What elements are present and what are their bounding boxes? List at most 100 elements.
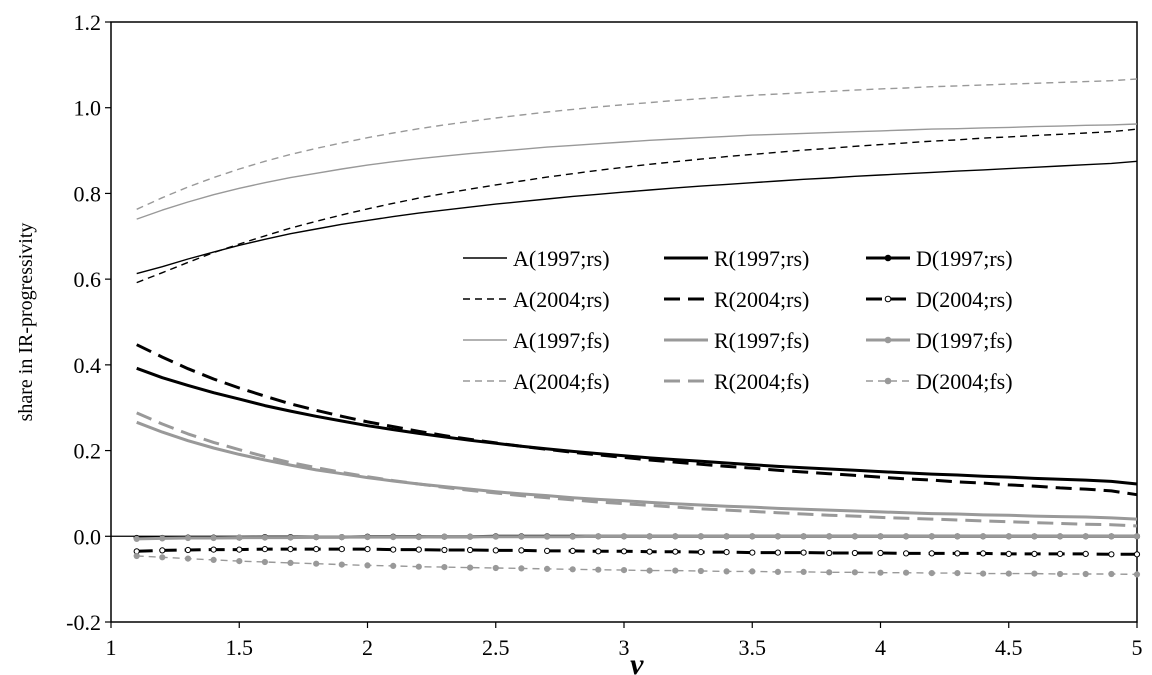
legend-label: A(1997;rs) xyxy=(513,246,610,271)
series-line xyxy=(136,411,1138,528)
data-point xyxy=(1133,551,1141,558)
data-point xyxy=(595,548,602,555)
data-point xyxy=(723,568,730,575)
legend: A(1997;rs) R(1997;rs) D(1997;rs) A(2004;rs)… xyxy=(463,246,1013,394)
data-point xyxy=(1133,533,1141,540)
data-point xyxy=(364,534,371,541)
data-point xyxy=(1005,533,1012,540)
legend-entry: D(2004;rs) xyxy=(866,287,1013,312)
x-tick-label: 4 xyxy=(875,635,886,660)
data-point xyxy=(467,546,474,554)
data-point xyxy=(877,569,884,576)
data-point xyxy=(569,533,576,540)
x-tick-label: 2.5 xyxy=(482,635,510,660)
legend-entry: R(2004;rs) xyxy=(664,287,809,312)
data-point xyxy=(595,566,602,573)
legend-marker xyxy=(884,377,892,385)
data-point xyxy=(749,533,756,540)
data-point xyxy=(620,533,628,540)
data-point xyxy=(415,534,422,541)
data-point xyxy=(928,533,935,540)
data-point xyxy=(287,546,294,553)
legend-label: D(1997;fs) xyxy=(916,328,1013,353)
legend-entry: A(1997;fs) xyxy=(463,328,610,353)
data-point xyxy=(569,566,576,573)
data-point xyxy=(415,546,422,553)
data-point xyxy=(390,562,397,570)
data-point xyxy=(774,568,782,576)
data-point xyxy=(595,533,602,540)
data-point xyxy=(826,569,833,576)
data-point xyxy=(261,534,268,541)
series-A(2004;fs) xyxy=(136,78,1138,210)
series-D(2004;fs) xyxy=(133,552,1141,578)
legend-label: R(1997;rs) xyxy=(714,246,809,271)
data-point xyxy=(954,533,961,540)
data-point xyxy=(518,533,525,540)
series-D(2004;rs) xyxy=(133,546,1141,558)
data-point xyxy=(800,568,807,576)
data-point xyxy=(133,552,140,560)
legend-entry: D(1997;rs) xyxy=(866,246,1013,271)
data-point xyxy=(1031,570,1038,577)
data-point xyxy=(184,555,192,562)
data-point xyxy=(954,570,961,577)
data-point xyxy=(261,558,268,566)
series-line xyxy=(136,343,1138,497)
data-point xyxy=(1031,550,1038,558)
series-A(1997;fs) xyxy=(136,123,1138,220)
data-point xyxy=(697,533,705,540)
data-point xyxy=(287,559,294,567)
series-R(2004;fs) xyxy=(136,411,1138,528)
x-tick-label: 2 xyxy=(362,635,373,660)
data-point xyxy=(390,546,397,553)
legend-label: R(1997;fs) xyxy=(714,328,809,353)
data-point xyxy=(1108,570,1115,578)
data-point xyxy=(697,567,705,575)
data-point xyxy=(980,570,987,577)
data-point xyxy=(338,561,345,568)
x-axis-title: ν xyxy=(630,648,644,675)
y-axis-title: share in IR-progressivity xyxy=(15,223,37,422)
data-point xyxy=(928,550,935,557)
data-point xyxy=(492,547,499,554)
x-tick-label: 5 xyxy=(1132,635,1143,660)
data-point xyxy=(159,535,166,542)
data-point xyxy=(826,533,833,540)
series-line xyxy=(136,366,1138,486)
data-point xyxy=(928,570,935,577)
data-point xyxy=(672,533,679,540)
data-point xyxy=(313,534,320,541)
x-tick-label: 3 xyxy=(619,635,630,660)
data-point xyxy=(1057,533,1064,540)
plot-frame xyxy=(110,21,1138,623)
data-point xyxy=(544,565,551,573)
data-point xyxy=(903,533,910,540)
data-point xyxy=(1082,550,1089,558)
legend-label: D(1997;rs) xyxy=(916,246,1013,271)
y-tick-label: 0.0 xyxy=(74,524,102,549)
data-point xyxy=(390,534,397,541)
legend-entry: R(2004;fs) xyxy=(664,369,809,394)
data-point xyxy=(954,550,961,557)
data-point xyxy=(697,549,705,556)
data-point xyxy=(544,547,551,555)
series-R(2004;rs) xyxy=(136,343,1138,497)
legend-entry: D(2004;fs) xyxy=(866,369,1013,394)
axes: -0.2 0.0 0.2 0.4 0.6 0.8 1.0 1.2 1 1.5 2 2.5 3 3.5 4 4.… xyxy=(66,10,1142,660)
legend-entry: R(1997;fs) xyxy=(664,328,809,353)
data-point xyxy=(1082,570,1089,578)
legend-label: D(2004;rs) xyxy=(916,287,1013,312)
data-point xyxy=(903,550,910,557)
legend-label: A(1997;fs) xyxy=(513,328,610,353)
legend-label: R(2004;rs) xyxy=(714,287,809,312)
y-tick-label: 0.6 xyxy=(74,267,102,292)
data-point xyxy=(903,569,910,576)
legend-label: R(2004;fs) xyxy=(714,369,809,394)
data-point xyxy=(646,548,653,555)
data-point xyxy=(261,546,268,553)
data-point xyxy=(672,567,679,574)
data-point xyxy=(236,546,243,553)
